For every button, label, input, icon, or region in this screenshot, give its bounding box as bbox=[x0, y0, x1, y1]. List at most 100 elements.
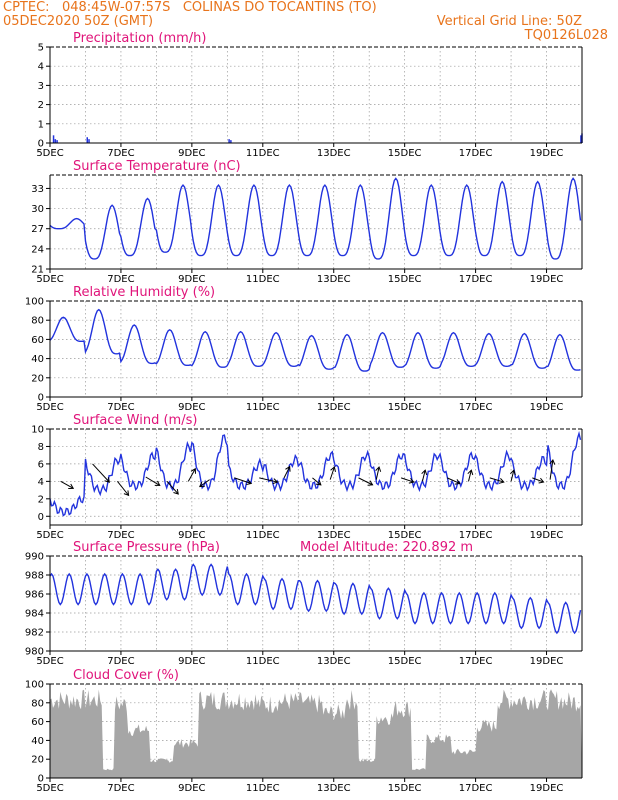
y-tick-label: 21 bbox=[31, 265, 44, 276]
y-tick-label: 27 bbox=[31, 224, 44, 235]
y-tick-label: 0 bbox=[38, 139, 44, 150]
y-tick-label: 60 bbox=[31, 335, 44, 346]
x-tick-label: 9DEC bbox=[178, 274, 205, 285]
x-tick-label: 13DEC bbox=[317, 530, 351, 541]
date-label: 05DEC2020 50Z (GMT) bbox=[3, 14, 154, 29]
x-tick-label: 19DEC bbox=[530, 148, 564, 159]
pres-line bbox=[49, 563, 582, 635]
wind-vector bbox=[400, 477, 414, 483]
panel-title: Surface Wind (m/s) bbox=[73, 413, 197, 428]
x-tick-label: 17DEC bbox=[459, 148, 493, 159]
y-tick-label: 30 bbox=[31, 204, 44, 215]
y-tick-label: 3 bbox=[38, 81, 44, 92]
y-tick-label: 982 bbox=[25, 628, 44, 639]
y-tick-label: 2 bbox=[38, 100, 44, 111]
x-tick-label: 15DEC bbox=[388, 530, 422, 541]
wind-vector bbox=[92, 463, 110, 483]
x-tick-label: 11DEC bbox=[246, 783, 280, 794]
wind-vector bbox=[510, 470, 515, 482]
wind-vector-head bbox=[154, 480, 161, 486]
y-tick-label: 8 bbox=[38, 442, 44, 453]
panel-wind: 0 2 4 6 8 10 5DEC 7DEC 9DEC 11DEC 13DEC 15DEC 17DEC 1… bbox=[31, 413, 583, 541]
wind-vector bbox=[447, 477, 461, 484]
x-tick-label: 11DEC bbox=[246, 656, 280, 667]
wind-vector-head bbox=[498, 478, 505, 484]
x-tick-label: 13DEC bbox=[317, 274, 351, 285]
x-tick-label: 5DEC bbox=[36, 783, 63, 794]
x-tick-label: 5DEC bbox=[36, 530, 63, 541]
panel-precip: 0 1 2 3 4 5 5DEC 7DEC 9DEC 11DEC 13DEC 15DEC 17DEC 19… bbox=[36, 31, 583, 159]
wind-vector bbox=[259, 477, 278, 483]
y-tick-label: 4 bbox=[38, 477, 44, 488]
panel-subtitle: Model Altitude: 220.892 m bbox=[300, 540, 473, 555]
wind-vector bbox=[145, 476, 161, 486]
panel-title: Surface Temperature (nC) bbox=[73, 159, 241, 174]
wind-vector-head bbox=[173, 488, 179, 495]
y-tick-label: 984 bbox=[25, 609, 44, 620]
source-label: CPTEC: bbox=[3, 0, 50, 15]
wind-vector bbox=[60, 480, 74, 489]
wind-vector-head bbox=[330, 466, 336, 473]
y-tick-label: 2 bbox=[38, 494, 44, 505]
x-tick-label: 17DEC bbox=[459, 402, 493, 413]
x-tick-label: 15DEC bbox=[388, 274, 422, 285]
y-tick-label: 988 bbox=[25, 571, 44, 582]
wind-vector-head bbox=[408, 477, 415, 484]
y-tick-label: 100 bbox=[25, 680, 44, 691]
wind-vector-head bbox=[104, 477, 111, 483]
x-tick-label: 13DEC bbox=[317, 402, 351, 413]
x-tick-label: 15DEC bbox=[388, 148, 422, 159]
y-tick-label: 1 bbox=[38, 119, 44, 130]
x-tick-label: 17DEC bbox=[459, 530, 493, 541]
x-tick-label: 7DEC bbox=[107, 148, 134, 159]
wind-vector bbox=[283, 466, 291, 479]
y-tick-label: 6 bbox=[38, 459, 44, 470]
wind-vector bbox=[116, 481, 129, 496]
y-tick-label: 20 bbox=[31, 373, 44, 384]
cloud-cover-area bbox=[50, 689, 582, 778]
x-tick-label: 13DEC bbox=[317, 656, 351, 667]
wind-vector bbox=[421, 470, 426, 482]
x-tick-label: 5DEC bbox=[36, 148, 63, 159]
temp-line bbox=[49, 177, 582, 260]
y-tick-label: 0 bbox=[38, 393, 44, 404]
x-tick-label: 17DEC bbox=[459, 783, 493, 794]
x-tick-label: 7DEC bbox=[107, 274, 134, 285]
wind-vector bbox=[234, 477, 252, 484]
x-tick-label: 11DEC bbox=[246, 530, 280, 541]
x-tick-label: 17DEC bbox=[459, 274, 493, 285]
y-tick-label: 986 bbox=[25, 590, 44, 601]
x-tick-label: 9DEC bbox=[178, 402, 205, 413]
y-tick-label: 0 bbox=[38, 512, 44, 523]
wind-vector bbox=[358, 477, 373, 486]
x-tick-label: 19DEC bbox=[530, 656, 564, 667]
x-tick-label: 15DEC bbox=[388, 656, 422, 667]
y-tick-label: 990 bbox=[25, 552, 44, 563]
wind-vector bbox=[549, 459, 554, 480]
rh-line bbox=[49, 308, 581, 372]
panel-title: Precipitation (mm/h) bbox=[73, 31, 206, 46]
x-tick-label: 9DEC bbox=[178, 530, 205, 541]
y-tick-label: 80 bbox=[31, 698, 44, 709]
wind-vector bbox=[199, 479, 210, 488]
x-tick-label: 19DEC bbox=[530, 783, 564, 794]
header-line-1: CPTEC: 048:45W-07:57S COLINAS DO TOCANTI… bbox=[3, 1, 377, 15]
x-tick-label: 11DEC bbox=[246, 274, 280, 285]
x-tick-label: 17DEC bbox=[459, 656, 493, 667]
y-tick-label: 33 bbox=[31, 184, 44, 195]
wind-vector-head bbox=[285, 465, 291, 472]
x-tick-label: 5DEC bbox=[36, 274, 63, 285]
y-tick-label: 5 bbox=[38, 43, 44, 54]
x-tick-label: 11DEC bbox=[246, 148, 280, 159]
wind-vector-head bbox=[367, 480, 374, 486]
y-tick-label: 10 bbox=[31, 425, 44, 436]
x-tick-label: 13DEC bbox=[317, 148, 351, 159]
y-tick-label: 4 bbox=[38, 62, 44, 73]
y-tick-label: 0 bbox=[38, 774, 44, 785]
x-tick-label: 9DEC bbox=[178, 783, 205, 794]
panel-title: Relative Humidity (%) bbox=[73, 285, 215, 300]
wind-vector-head bbox=[246, 479, 253, 486]
y-tick-label: 24 bbox=[31, 244, 44, 255]
wind-vector bbox=[312, 477, 322, 486]
